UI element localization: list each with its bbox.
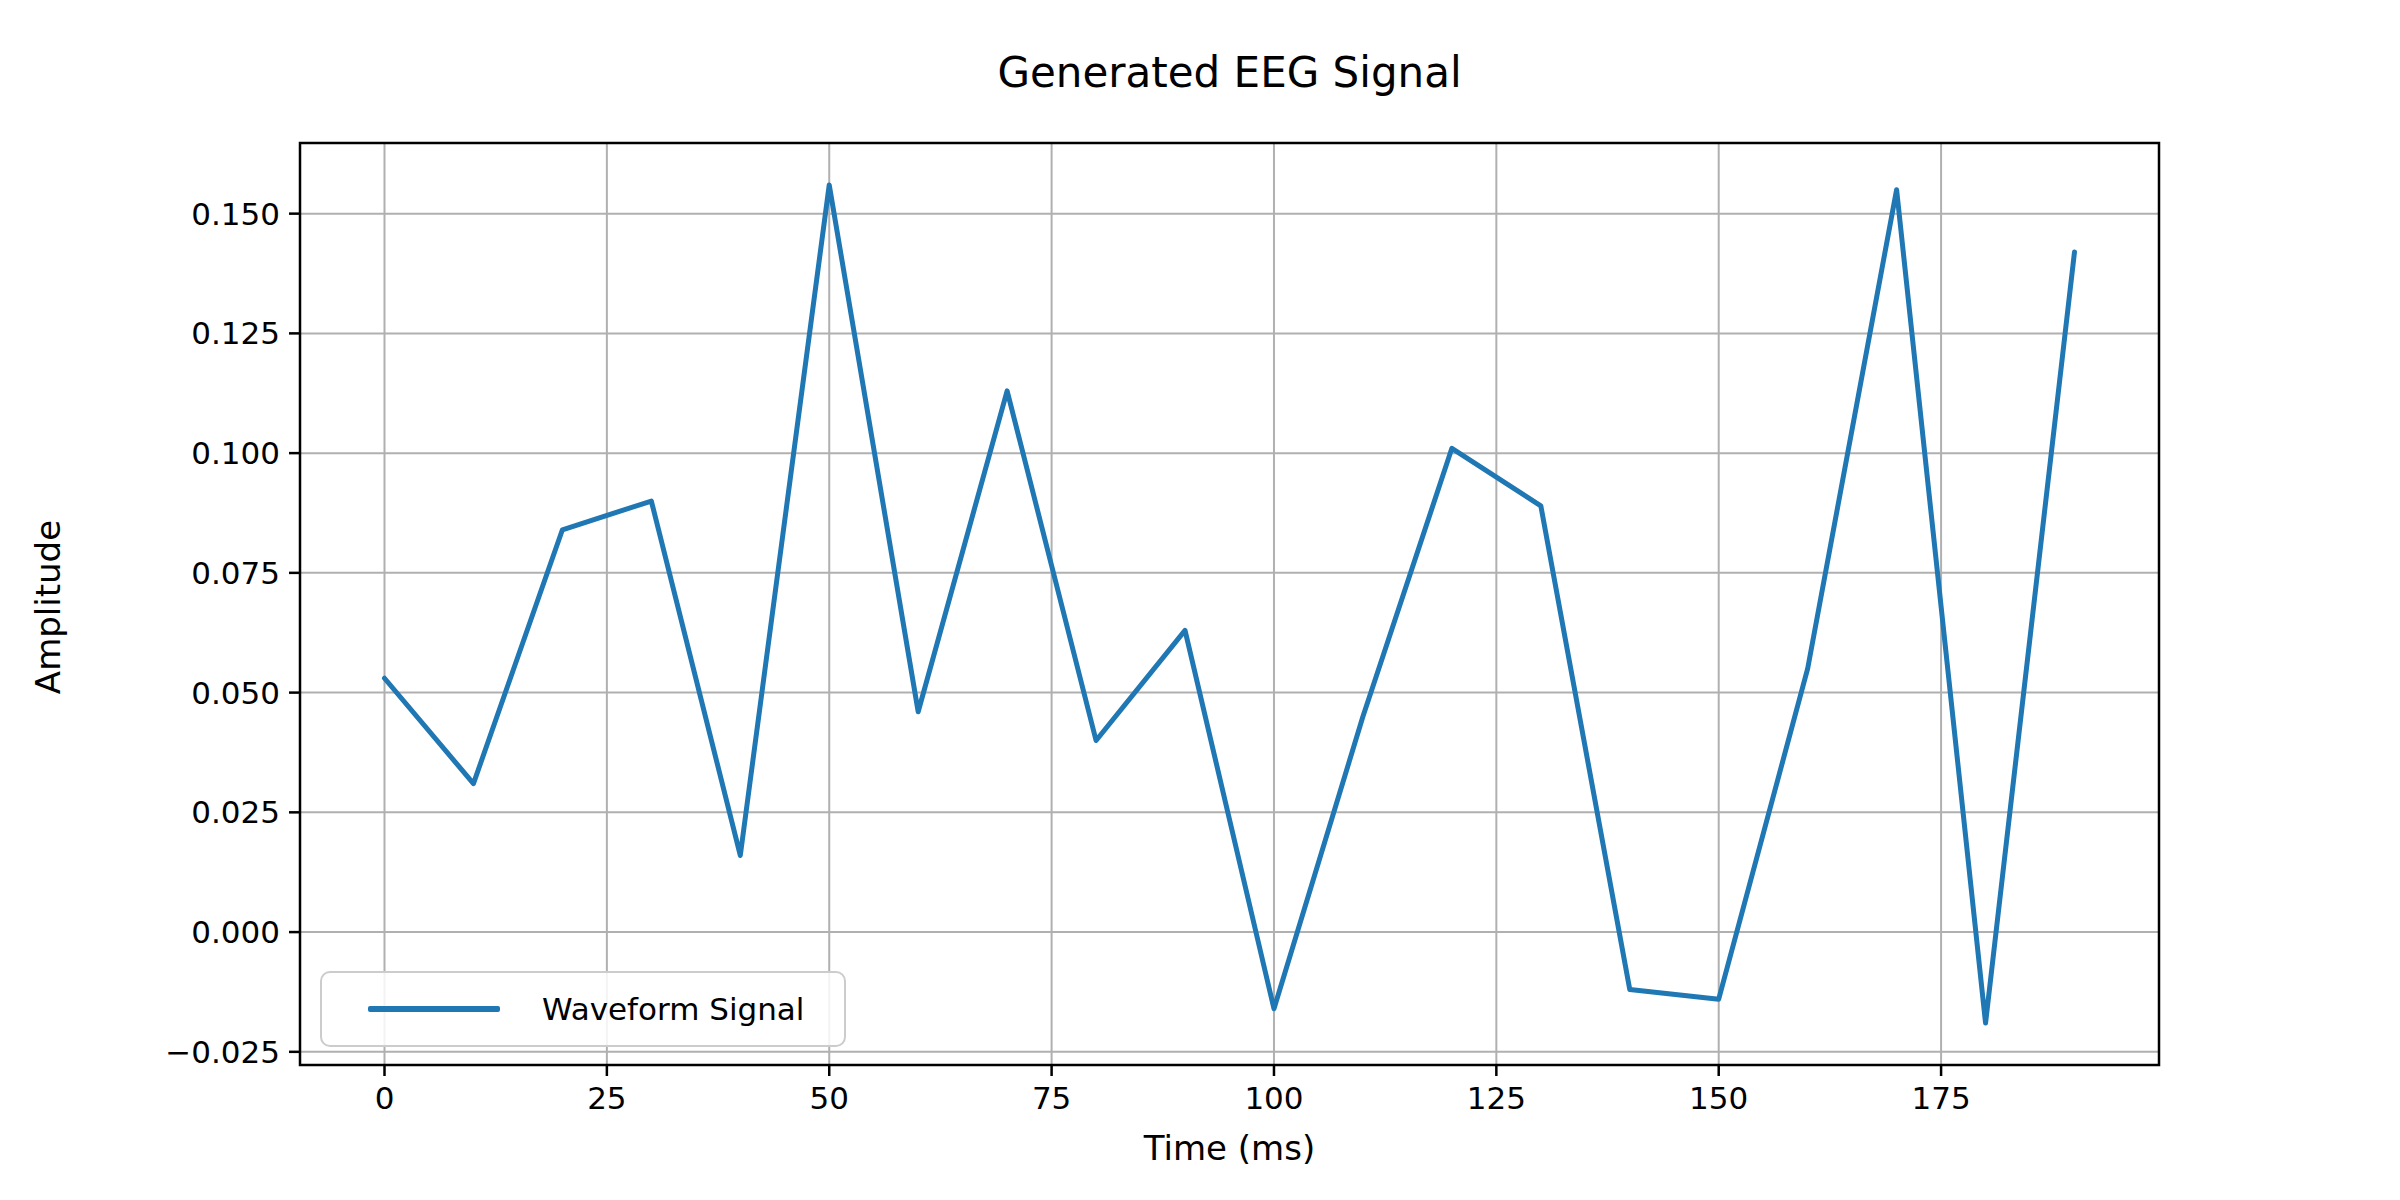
y-tick-label: 0.075 bbox=[191, 555, 280, 591]
x-axis-label: Time (ms) bbox=[300, 1128, 2159, 1168]
y-tick-label: −0.025 bbox=[165, 1034, 280, 1070]
figure: Generated EEG Signal Amplitude 025507510… bbox=[0, 0, 2400, 1200]
legend-line-sample bbox=[368, 1006, 500, 1012]
x-tick-label: 75 bbox=[1032, 1080, 1071, 1116]
x-tick-label: 125 bbox=[1467, 1080, 1526, 1116]
legend-label: Waveform Signal bbox=[542, 991, 804, 1027]
signal-line bbox=[385, 185, 2075, 1023]
x-tick-label: 150 bbox=[1689, 1080, 1748, 1116]
x-tick-label: 0 bbox=[375, 1080, 395, 1116]
y-tick-label: 0.100 bbox=[191, 435, 280, 471]
legend: Waveform Signal bbox=[320, 971, 846, 1047]
x-tick-label: 175 bbox=[1911, 1080, 1970, 1116]
x-tick-label: 50 bbox=[810, 1080, 849, 1116]
x-tick-label: 25 bbox=[587, 1080, 626, 1116]
y-tick-label: 0.000 bbox=[191, 914, 280, 950]
y-tick-label: 0.050 bbox=[191, 675, 280, 711]
y-tick-label: 0.025 bbox=[191, 794, 280, 830]
x-tick-label: 100 bbox=[1244, 1080, 1303, 1116]
y-tick-label: 0.150 bbox=[191, 196, 280, 232]
y-tick-label: 0.125 bbox=[191, 315, 280, 351]
